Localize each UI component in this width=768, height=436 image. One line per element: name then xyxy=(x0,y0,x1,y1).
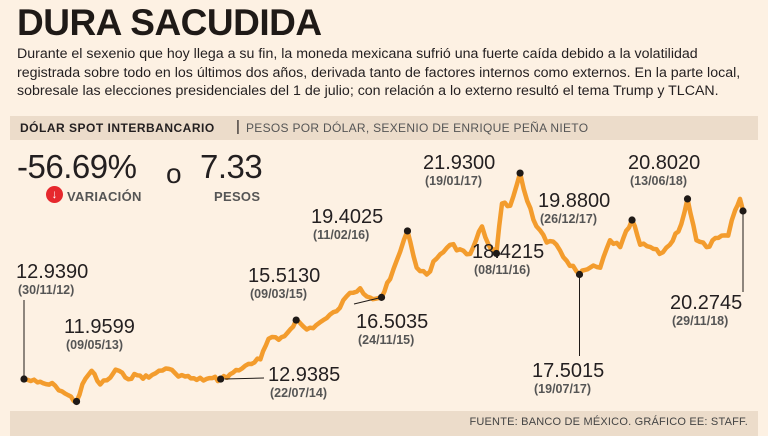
arrow-down-icon: ↓ xyxy=(46,186,63,203)
annotation-date: (26/12/17) xyxy=(540,212,597,226)
chart-subtitle-bar: DÓLAR SPOT INTERBANCARIO | PESOS POR DÓL… xyxy=(10,116,758,140)
intro-paragraph: Durante el sexenio que hoy llega a su fi… xyxy=(17,46,741,99)
variation-label: VARIACIÓN xyxy=(67,189,142,204)
annotation-value: 21.9300 xyxy=(423,152,495,174)
annotation-date: (19/01/17) xyxy=(425,174,482,188)
annotation-marker xyxy=(628,216,636,224)
subtitle-separator: | xyxy=(236,118,240,135)
annotation-leader xyxy=(353,296,382,305)
variation-value: -56.69% xyxy=(17,148,137,185)
source-bar: FUENTE: BANCO DE MÉXICO. GRÁFICO EE: STA… xyxy=(10,411,758,436)
annotation-date: (24/11/15) xyxy=(358,333,414,347)
annotation-value: 12.9385 xyxy=(268,364,340,386)
chart-headline: DURA SACUDIDA xyxy=(17,2,322,43)
annotation-marker xyxy=(739,207,747,215)
annotation-marker xyxy=(403,227,412,235)
pesos-label: PESOS xyxy=(214,189,261,204)
annotation-value: 19.8800 xyxy=(538,190,610,212)
annotation-marker xyxy=(292,316,300,324)
annotation-value: 15.5130 xyxy=(248,265,320,287)
annotation-date: (11/02/16) xyxy=(313,228,369,242)
annotation-date: (19/07/17) xyxy=(534,382,591,396)
annotation-date: (30/11/12) xyxy=(18,283,74,297)
pesos-value: 7.33 xyxy=(200,148,263,185)
annotation-marker xyxy=(516,169,524,177)
annotation-value: 12.9390 xyxy=(16,261,88,283)
annotation-value: 17.5015 xyxy=(532,360,604,382)
annotation-date: (13/06/18) xyxy=(630,174,687,188)
or-connector: o xyxy=(166,158,182,189)
annotation-marker xyxy=(575,270,584,279)
annotation-value: 20.8020 xyxy=(628,152,700,174)
annotation-marker xyxy=(492,249,501,258)
series-title: DÓLAR SPOT INTERBANCARIO xyxy=(20,121,215,135)
annotation-leader xyxy=(224,377,265,380)
annotation-marker xyxy=(377,293,386,301)
series-line xyxy=(21,170,746,404)
annotation-marker xyxy=(683,195,692,203)
series-detail: PESOS POR DÓLAR, SEXENIO DE ENRIQUE PEÑA… xyxy=(246,121,589,135)
annotation-value: 19.4025 xyxy=(311,206,383,228)
annotation-date: (22/07/14) xyxy=(270,386,327,400)
annotation-marker xyxy=(217,375,225,383)
annotation-marker xyxy=(72,397,81,406)
annotation-date: (08/11/16) xyxy=(474,263,530,277)
annotation-date: (09/03/15) xyxy=(250,287,307,301)
annotation-value: 18.4215 xyxy=(472,241,544,263)
annotation-marker xyxy=(20,375,28,383)
annotation-date: (29/11/18) xyxy=(672,314,728,328)
annotation-value: 11.9599 xyxy=(64,316,135,338)
annotation-value: 20.2745 xyxy=(670,292,742,314)
source-note: FUENTE: BANCO DE MÉXICO. GRÁFICO EE: STA… xyxy=(469,416,748,428)
annotation-value: 16.5035 xyxy=(356,311,428,333)
annotation-date: (09/05/13) xyxy=(66,338,123,352)
